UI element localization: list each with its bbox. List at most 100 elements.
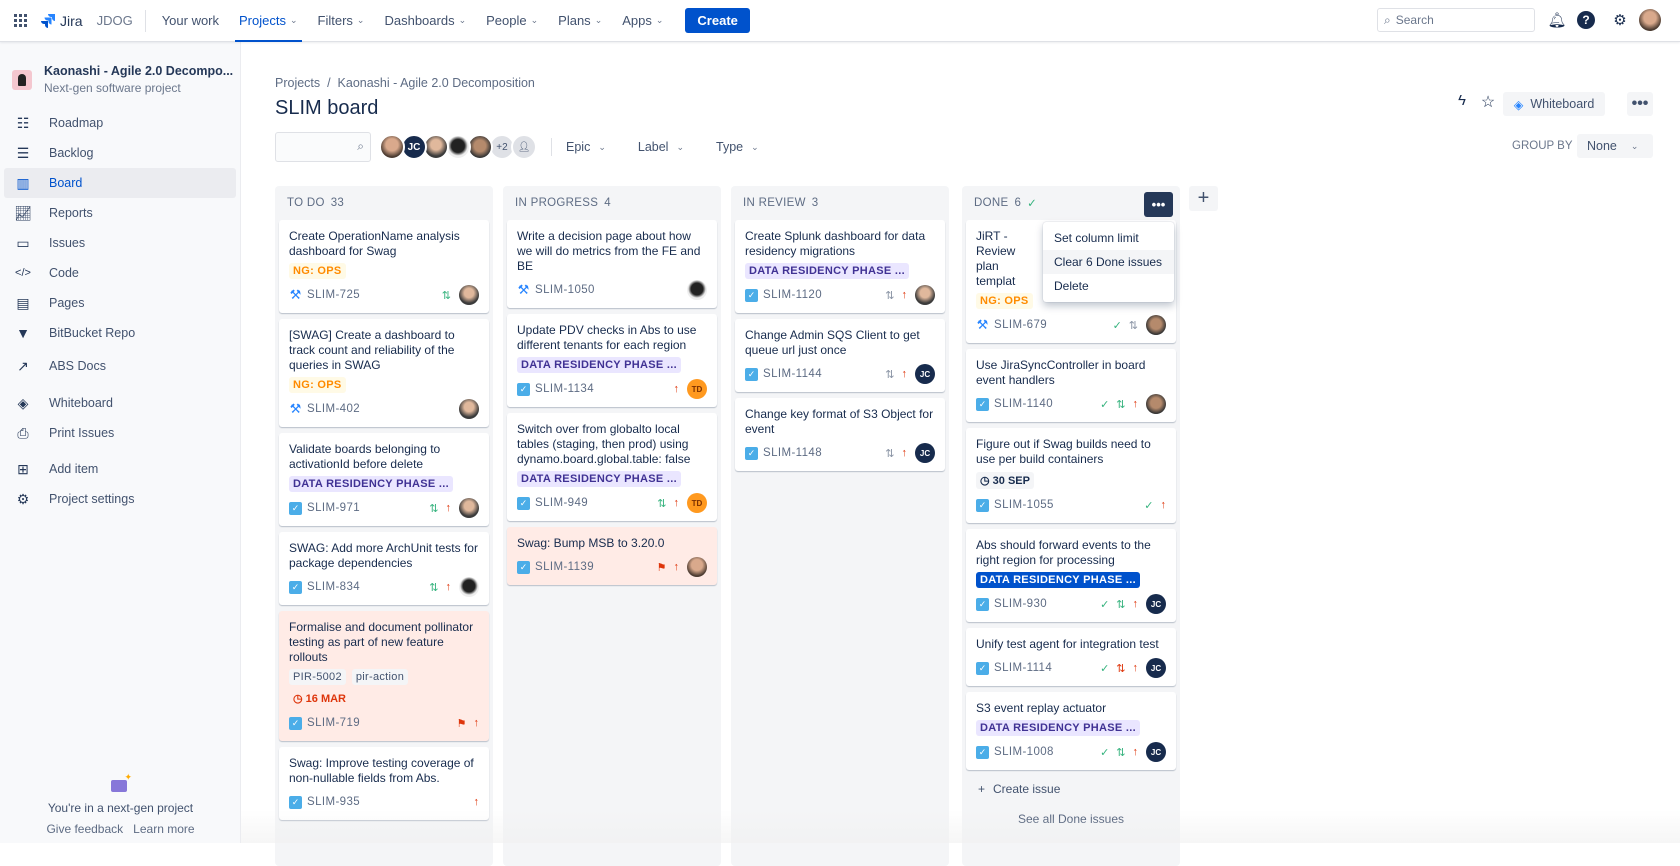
pull-request-icon[interactable]: ⇅ [885, 289, 895, 302]
see-all-done-link[interactable]: See all Done issues [1017, 812, 1125, 826]
sidebar-item-pages[interactable]: ▤ Pages [4, 288, 236, 318]
label-badge[interactable]: PIR-5002 [289, 669, 346, 685]
pull-request-icon[interactable]: ⇅ [657, 497, 667, 510]
assignee-avatar[interactable]: TD [687, 379, 707, 399]
label-badge[interactable]: NG: OPS [976, 293, 1033, 309]
sidebar-item-whiteboard[interactable]: ◈ Whiteboard [4, 388, 236, 418]
whiteboard-button[interactable]: ◈ Whiteboard [1503, 92, 1605, 116]
issue-key[interactable]: SLIM-1139 [535, 561, 594, 573]
sidebar-item-project-settings[interactable]: ⚙ Project settings [4, 484, 236, 514]
assignee-avatar[interactable] [687, 280, 707, 300]
breadcrumb-projects[interactable]: Projects [275, 76, 321, 90]
sidebar-item-bitbucket-repo[interactable]: ▼ BitBucket Repo [4, 318, 236, 348]
epic-filter[interactable]: Epic ⌄ [566, 140, 606, 154]
avatar-filter[interactable]: JC [401, 134, 427, 160]
group-by-select[interactable]: None ⌄ [1577, 134, 1653, 158]
issue-key[interactable]: SLIM-1055 [994, 499, 1054, 511]
pull-request-icon[interactable]: ⇅ [1116, 746, 1126, 759]
issue-card[interactable]: Write a decision page about how we will … [507, 220, 717, 308]
learn-more-link[interactable]: Learn more [133, 822, 195, 836]
issue-card[interactable]: Update PDV checks in Abs to use differen… [507, 314, 717, 407]
automation-icon[interactable]: ϟ [1458, 92, 1466, 109]
issue-card[interactable]: Change key format of S3 Object for event… [735, 398, 945, 471]
sidebar-item-code[interactable]: </> Code [4, 258, 236, 288]
give-feedback-link[interactable]: Give feedback [46, 822, 124, 836]
pull-request-icon[interactable]: ⇅ [441, 289, 451, 302]
nav-plans[interactable]: Plans ⌄ [554, 0, 606, 42]
issue-card[interactable]: [SWAG] Create a dashboard to track count… [279, 319, 489, 427]
issue-key[interactable]: SLIM-930 [994, 598, 1048, 610]
pull-request-icon[interactable]: ⇅ [429, 502, 439, 515]
nav-filters[interactable]: Filters ⌄ [314, 0, 369, 42]
label-badge[interactable]: DATA RESIDENCY PHASE ... [517, 357, 681, 373]
column-more-button[interactable]: ••• [1144, 192, 1173, 217]
app-switcher-icon[interactable] [14, 13, 28, 28]
sidebar-item-abs-docs[interactable]: ↗ ABS Docs [4, 351, 236, 381]
label-badge[interactable]: DATA RESIDENCY PHASE ... [976, 720, 1140, 736]
search-input[interactable]: ⌕ Search [1377, 8, 1535, 32]
assignee-avatar[interactable] [915, 285, 935, 305]
assignee-avatar[interactable] [1146, 394, 1166, 414]
user-avatar[interactable] [1639, 9, 1661, 31]
assignee-avatar[interactable]: JC [1146, 742, 1166, 762]
assignee-avatar[interactable] [1146, 315, 1166, 335]
board-search-input[interactable]: ⌕ [275, 132, 371, 162]
jira-logo[interactable]: Jira [40, 13, 83, 29]
issue-card[interactable]: Change Admin SQS Client to get queue url… [735, 319, 945, 392]
issue-key[interactable]: SLIM-1008 [994, 746, 1054, 758]
issue-card[interactable]: Create OperationName analysis dashboard … [279, 220, 489, 313]
avatar-filter[interactable] [423, 134, 449, 160]
assignee-avatar[interactable] [687, 557, 707, 577]
nav-people[interactable]: People ⌄ [482, 0, 542, 42]
assignee-avatar[interactable]: JC [1146, 658, 1166, 678]
issue-key[interactable]: SLIM-725 [307, 289, 361, 301]
issue-key[interactable]: SLIM-1140 [994, 398, 1053, 410]
label-badge[interactable]: DATA RESIDENCY PHASE ... [745, 263, 909, 279]
pull-request-icon[interactable]: ⇅ [1116, 598, 1126, 611]
nav-your-work[interactable]: Your work [158, 0, 223, 42]
pull-request-icon[interactable]: ⇅ [1116, 398, 1126, 411]
nav-projects[interactable]: Projects ⌄ [235, 0, 302, 42]
add-people-icon[interactable]: 👤︎ [511, 134, 537, 160]
assignee-avatar[interactable] [459, 498, 479, 518]
nav-dashboards[interactable]: Dashboards ⌄ [380, 0, 470, 42]
issue-card[interactable]: SWAG: Add more ArchUnit tests for packag… [279, 532, 489, 605]
pull-request-icon[interactable]: ⇅ [1128, 319, 1138, 332]
label-badge[interactable]: pir-action [351, 669, 409, 685]
assignee-avatar[interactable]: JC [1146, 594, 1166, 614]
sidebar-item-issues[interactable]: ▭ Issues [4, 228, 236, 258]
label-badge[interactable]: DATA RESIDENCY PHASE ... [976, 572, 1140, 588]
label-badge[interactable]: DATA RESIDENCY PHASE ... [289, 476, 453, 492]
menu-item-delete[interactable]: Delete [1054, 279, 1089, 293]
notifications-icon[interactable]: 🔔︎ [1547, 12, 1567, 29]
menu-item-set-column-limit[interactable]: Set column limit [1054, 231, 1139, 245]
issue-key[interactable]: SLIM-1050 [535, 284, 595, 296]
assignee-avatar[interactable]: TD [687, 493, 707, 513]
issue-key[interactable]: SLIM-679 [994, 319, 1048, 331]
label-badge[interactable]: NG: OPS [289, 377, 346, 393]
type-filter[interactable]: Type ⌄ [716, 140, 759, 154]
pull-request-icon[interactable]: ⇅ [885, 447, 895, 460]
issue-card[interactable]: Abs should forward events to the right r… [966, 529, 1176, 622]
menu-item-clear-6-done-issues[interactable]: Clear 6 Done issues [1043, 250, 1174, 274]
issue-key[interactable]: SLIM-1144 [763, 368, 822, 380]
site-name[interactable]: JDOG [97, 9, 146, 32]
issue-key[interactable]: SLIM-935 [307, 796, 361, 808]
issue-key[interactable]: SLIM-1120 [763, 289, 822, 301]
breadcrumb-project[interactable]: Kaonashi - Agile 2.0 Decomposition [337, 76, 535, 90]
sidebar-item-reports[interactable]: 📈︎ Reports [4, 198, 236, 228]
issue-key[interactable]: SLIM-949 [535, 497, 589, 509]
help-icon[interactable]: ? [1577, 11, 1595, 29]
sidebar-item-add-item[interactable]: ⊞ Add item [4, 454, 236, 484]
avatar-filter[interactable] [379, 134, 405, 160]
issue-key[interactable]: SLIM-719 [307, 717, 361, 729]
settings-icon[interactable]: ⚙ [1613, 12, 1627, 29]
assignee-avatar[interactable] [459, 285, 479, 305]
issue-key[interactable]: SLIM-834 [307, 581, 361, 593]
add-column-button[interactable]: + [1189, 186, 1218, 211]
assignee-avatar[interactable]: JC [915, 443, 935, 463]
issue-card[interactable]: Swag: Improve testing coverage of non-nu… [279, 747, 489, 820]
pull-request-icon[interactable]: ⇅ [1116, 662, 1126, 675]
issue-card[interactable]: Switch over from globalto local tables (… [507, 413, 717, 521]
issue-card[interactable]: Create Splunk dashboard for data residen… [735, 220, 945, 313]
